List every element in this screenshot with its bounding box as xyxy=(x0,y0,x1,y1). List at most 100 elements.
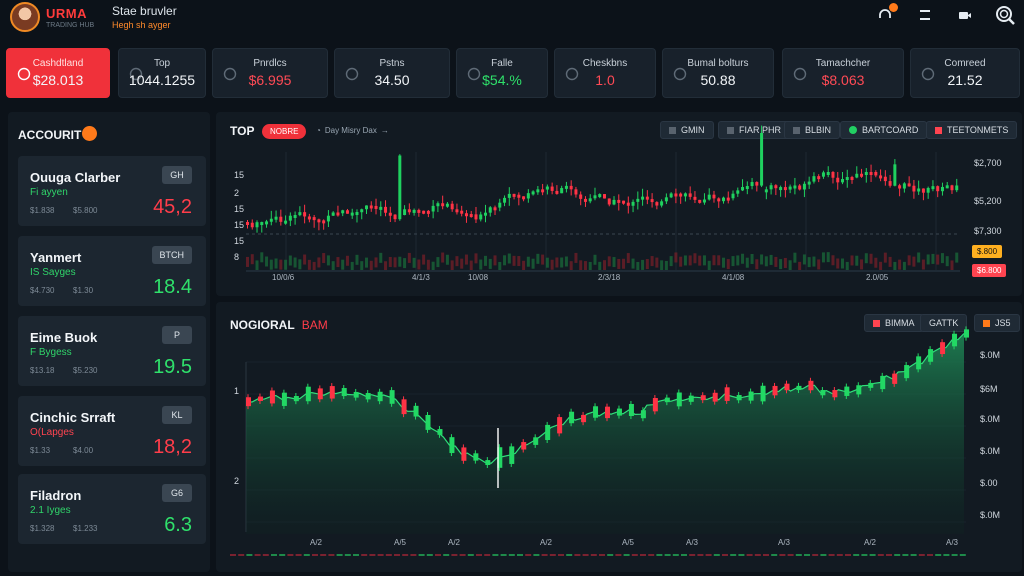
candle xyxy=(798,184,802,272)
top-candlestick-chart[interactable] xyxy=(216,112,1022,296)
volume-tick xyxy=(845,554,851,556)
candle xyxy=(484,204,487,266)
x-axis-label: A/2 xyxy=(540,538,553,547)
bottom-chart-title-text: NOGIORAL xyxy=(230,318,295,332)
brand[interactable]: URMA TRADING HUB xyxy=(10,2,94,32)
candle xyxy=(784,380,790,394)
account-tag-button[interactable]: KL xyxy=(162,406,192,424)
chart-button-label: JS5 xyxy=(995,318,1011,328)
account-tag-button[interactable]: BTCH xyxy=(151,246,192,264)
volume-tick xyxy=(312,554,318,556)
stat-card[interactable]: Tamachcher $8.063 xyxy=(782,48,904,98)
bottom-area-chart[interactable] xyxy=(216,302,1022,572)
account-value: 45,2 xyxy=(153,196,192,218)
chart-button-gattk[interactable]: GATTK xyxy=(920,314,968,332)
x-axis-label: A/2 xyxy=(310,538,323,547)
page-title-block: Stae bruvler Hegh sh ayger xyxy=(112,4,177,30)
candle xyxy=(317,385,323,403)
volume-tick xyxy=(861,554,868,556)
account-card[interactable]: Yanmert IS Sayges $4.730 $1.30 18.4 BTCH xyxy=(18,236,206,306)
candle xyxy=(441,195,445,263)
square-icon xyxy=(873,319,880,327)
account-stat-1: $4.730 xyxy=(30,286,55,295)
account-tag-button[interactable]: P xyxy=(162,326,192,344)
stat-card[interactable]: Pnrdlcs $6.995 xyxy=(212,48,328,98)
candle xyxy=(748,388,754,404)
top-chart-badge[interactable]: NOBRE xyxy=(262,124,307,139)
candle xyxy=(700,392,706,404)
candle xyxy=(498,198,502,272)
y-axis-label: 2 xyxy=(234,188,240,198)
stat-card[interactable]: Top 1044.1255 xyxy=(118,48,206,98)
candle xyxy=(479,211,483,270)
chart-button-blbin[interactable]: BLBIN xyxy=(784,121,841,139)
menu-icon[interactable] xyxy=(914,4,936,26)
candle xyxy=(588,194,592,272)
stat-card[interactable]: Cheskbns 1.0 xyxy=(554,48,656,98)
accounts-badge[interactable] xyxy=(82,126,97,141)
volume-tick xyxy=(426,554,433,556)
candle xyxy=(612,196,616,268)
volume-tick xyxy=(558,554,564,556)
candle xyxy=(398,154,402,267)
stat-card[interactable]: Comreed 21.52 xyxy=(910,48,1020,98)
y-axis-label: 2 xyxy=(234,476,240,486)
candle xyxy=(726,191,730,270)
candle xyxy=(888,174,892,267)
candle xyxy=(664,394,670,406)
shield-icon xyxy=(565,67,579,81)
account-name: Ouuga Clarber xyxy=(30,170,121,185)
candle xyxy=(284,215,288,270)
stat-card[interactable]: Pstns 34.50 xyxy=(334,48,450,98)
candle xyxy=(293,392,299,405)
bottom-chart-title: NOGIORAL BAM xyxy=(230,318,328,332)
account-card[interactable]: Ouuga Clarber Fi ayyen $1.838 $5.800 45,2 GH xyxy=(18,156,206,226)
candle xyxy=(774,184,778,267)
candle xyxy=(307,213,311,270)
candle xyxy=(377,388,383,405)
x-axis-label: A/5 xyxy=(394,538,407,547)
x-axis-label: 10/0/6 xyxy=(272,273,295,282)
candle xyxy=(246,220,249,267)
volume-tick xyxy=(869,554,876,556)
volume-tick xyxy=(328,554,335,556)
account-card[interactable]: Cinchic Srraft O(Lapges $1.33 $4.00 18,2 KL xyxy=(18,396,206,466)
volume-tick xyxy=(607,554,614,556)
stat-card[interactable]: Cashdtland $28.013 xyxy=(6,48,110,98)
top-chart-range[interactable]: ◔ Day Misry Dax → xyxy=(316,126,389,135)
candle xyxy=(926,186,930,265)
camera-icon[interactable] xyxy=(954,4,976,26)
account-tag-button[interactable]: G6 xyxy=(162,484,192,502)
flag-icon xyxy=(467,67,481,81)
candle xyxy=(712,190,716,266)
candle xyxy=(626,196,630,264)
chart-button-teetonmets[interactable]: TEETONMETS xyxy=(926,121,1018,139)
headset-icon[interactable] xyxy=(874,3,898,26)
chart-button-gmin[interactable]: GMIN xyxy=(660,121,714,139)
volume-tick xyxy=(886,554,892,556)
volume-tick xyxy=(279,554,286,556)
candle xyxy=(473,450,479,464)
volume-tick xyxy=(500,554,507,556)
chart-button-js5[interactable]: JS5 xyxy=(974,314,1020,332)
volume-tick xyxy=(943,554,950,556)
avatar[interactable] xyxy=(10,2,40,32)
stat-card[interactable]: Falle $54.% xyxy=(456,48,548,98)
candle xyxy=(904,362,910,382)
volume-tick xyxy=(336,554,343,556)
chart-button-fiar[interactable]: FIAR PHR xyxy=(718,121,791,139)
clock-icon: ◔ xyxy=(316,126,321,135)
stat-card[interactable]: Bumal bolturs 50.88 xyxy=(662,48,774,98)
candle xyxy=(902,182,906,272)
chart-button-bimma[interactable]: BIMMA xyxy=(864,314,924,332)
search-icon[interactable] xyxy=(994,4,1016,26)
area-fill xyxy=(246,333,964,534)
account-tag-button[interactable]: GH xyxy=(162,166,192,184)
candle xyxy=(760,382,766,405)
account-card[interactable]: Eime Buok F Bygess $13.18 $5.230 19.5 P xyxy=(18,316,206,386)
candle xyxy=(831,171,835,266)
y-axis-label: 15 xyxy=(234,204,245,214)
chart-button-bartcoard[interactable]: BARTCOARD xyxy=(840,121,928,139)
account-card[interactable]: Filadron 2.1 Iyges $1.328 $1.233 6.3 G6 xyxy=(18,474,206,544)
candle xyxy=(541,183,545,265)
